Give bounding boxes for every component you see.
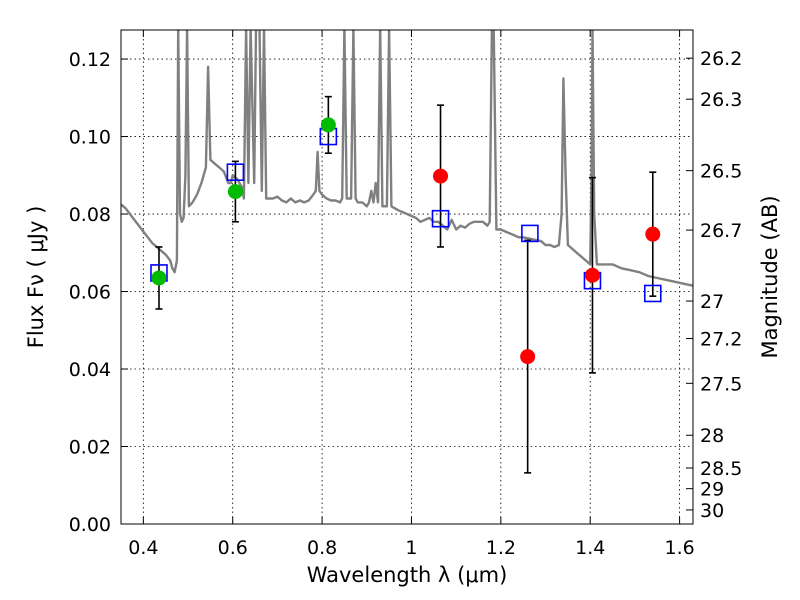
magnitude-tick-label: 29 [700, 479, 724, 501]
x-tick-label: 0.8 [307, 537, 337, 559]
y-tick-label: 0.06 [69, 282, 111, 304]
magnitude-tick-label: 27.2 [700, 329, 742, 351]
magnitude-tick-label: 26.7 [700, 220, 742, 242]
x-tick-label: 1.6 [664, 537, 694, 559]
observed-photometry-point [645, 226, 661, 242]
tick-labels: 0.4 0.6 0.8 1 1.2 1.4 1.6 0.00 0.02 0.04 0.06 0.08 0… [69, 48, 743, 559]
model-spectrum [121, 30, 693, 287]
y-tick-label: 0.10 [69, 127, 111, 149]
y-tick-label: 0.08 [69, 204, 111, 226]
magnitude-tick-label: 26.5 [700, 161, 742, 183]
magnitude-tick-label: 27 [700, 291, 724, 313]
observed-photometry-point [520, 349, 536, 365]
y-tick-label: 0.12 [69, 49, 111, 71]
y-tick-label: 0.02 [69, 437, 111, 459]
x-axis-label: Wavelength λ (μm) [307, 563, 508, 587]
magnitude-tick-label: 26.3 [700, 89, 742, 111]
magnitude-axis-label: Magnitude (AB) [758, 195, 782, 358]
model-photometry-square [431, 209, 450, 228]
model-spectrum-line [121, 30, 693, 287]
y-tick-label: 0.04 [69, 359, 111, 381]
y-tick-label: 0.00 [69, 514, 111, 536]
x-tick-label: 1.4 [575, 537, 605, 559]
x-tick-label: 0.4 [128, 537, 158, 559]
observed-photometry-point [227, 184, 243, 200]
magnitude-tick-label: 27.5 [700, 373, 742, 395]
data-markers [150, 117, 662, 365]
model-photometry-square [521, 224, 539, 243]
x-tick-label: 1.2 [486, 537, 516, 559]
x-tick-label: 1 [405, 537, 417, 559]
magnitude-tick-label: 30 [700, 500, 724, 522]
observed-photometry-point [584, 267, 600, 283]
plot-frame [120, 29, 694, 525]
x-tick-label: 0.6 [218, 537, 248, 559]
model-photometry-square [643, 284, 662, 303]
magnitude-tick-label: 28.5 [700, 458, 742, 480]
observed-photometry-point [433, 168, 449, 184]
model-photometry-square [226, 163, 245, 181]
axis-ticks [121, 30, 693, 525]
observed-photometry-point [151, 270, 167, 286]
magnitude-tick-label: 28 [700, 425, 724, 447]
magnitude-tick-label: 26.2 [700, 48, 742, 70]
observed-photometry-point [320, 117, 336, 133]
y-axis-label: Flux Fν ( μJy ) [24, 206, 48, 349]
